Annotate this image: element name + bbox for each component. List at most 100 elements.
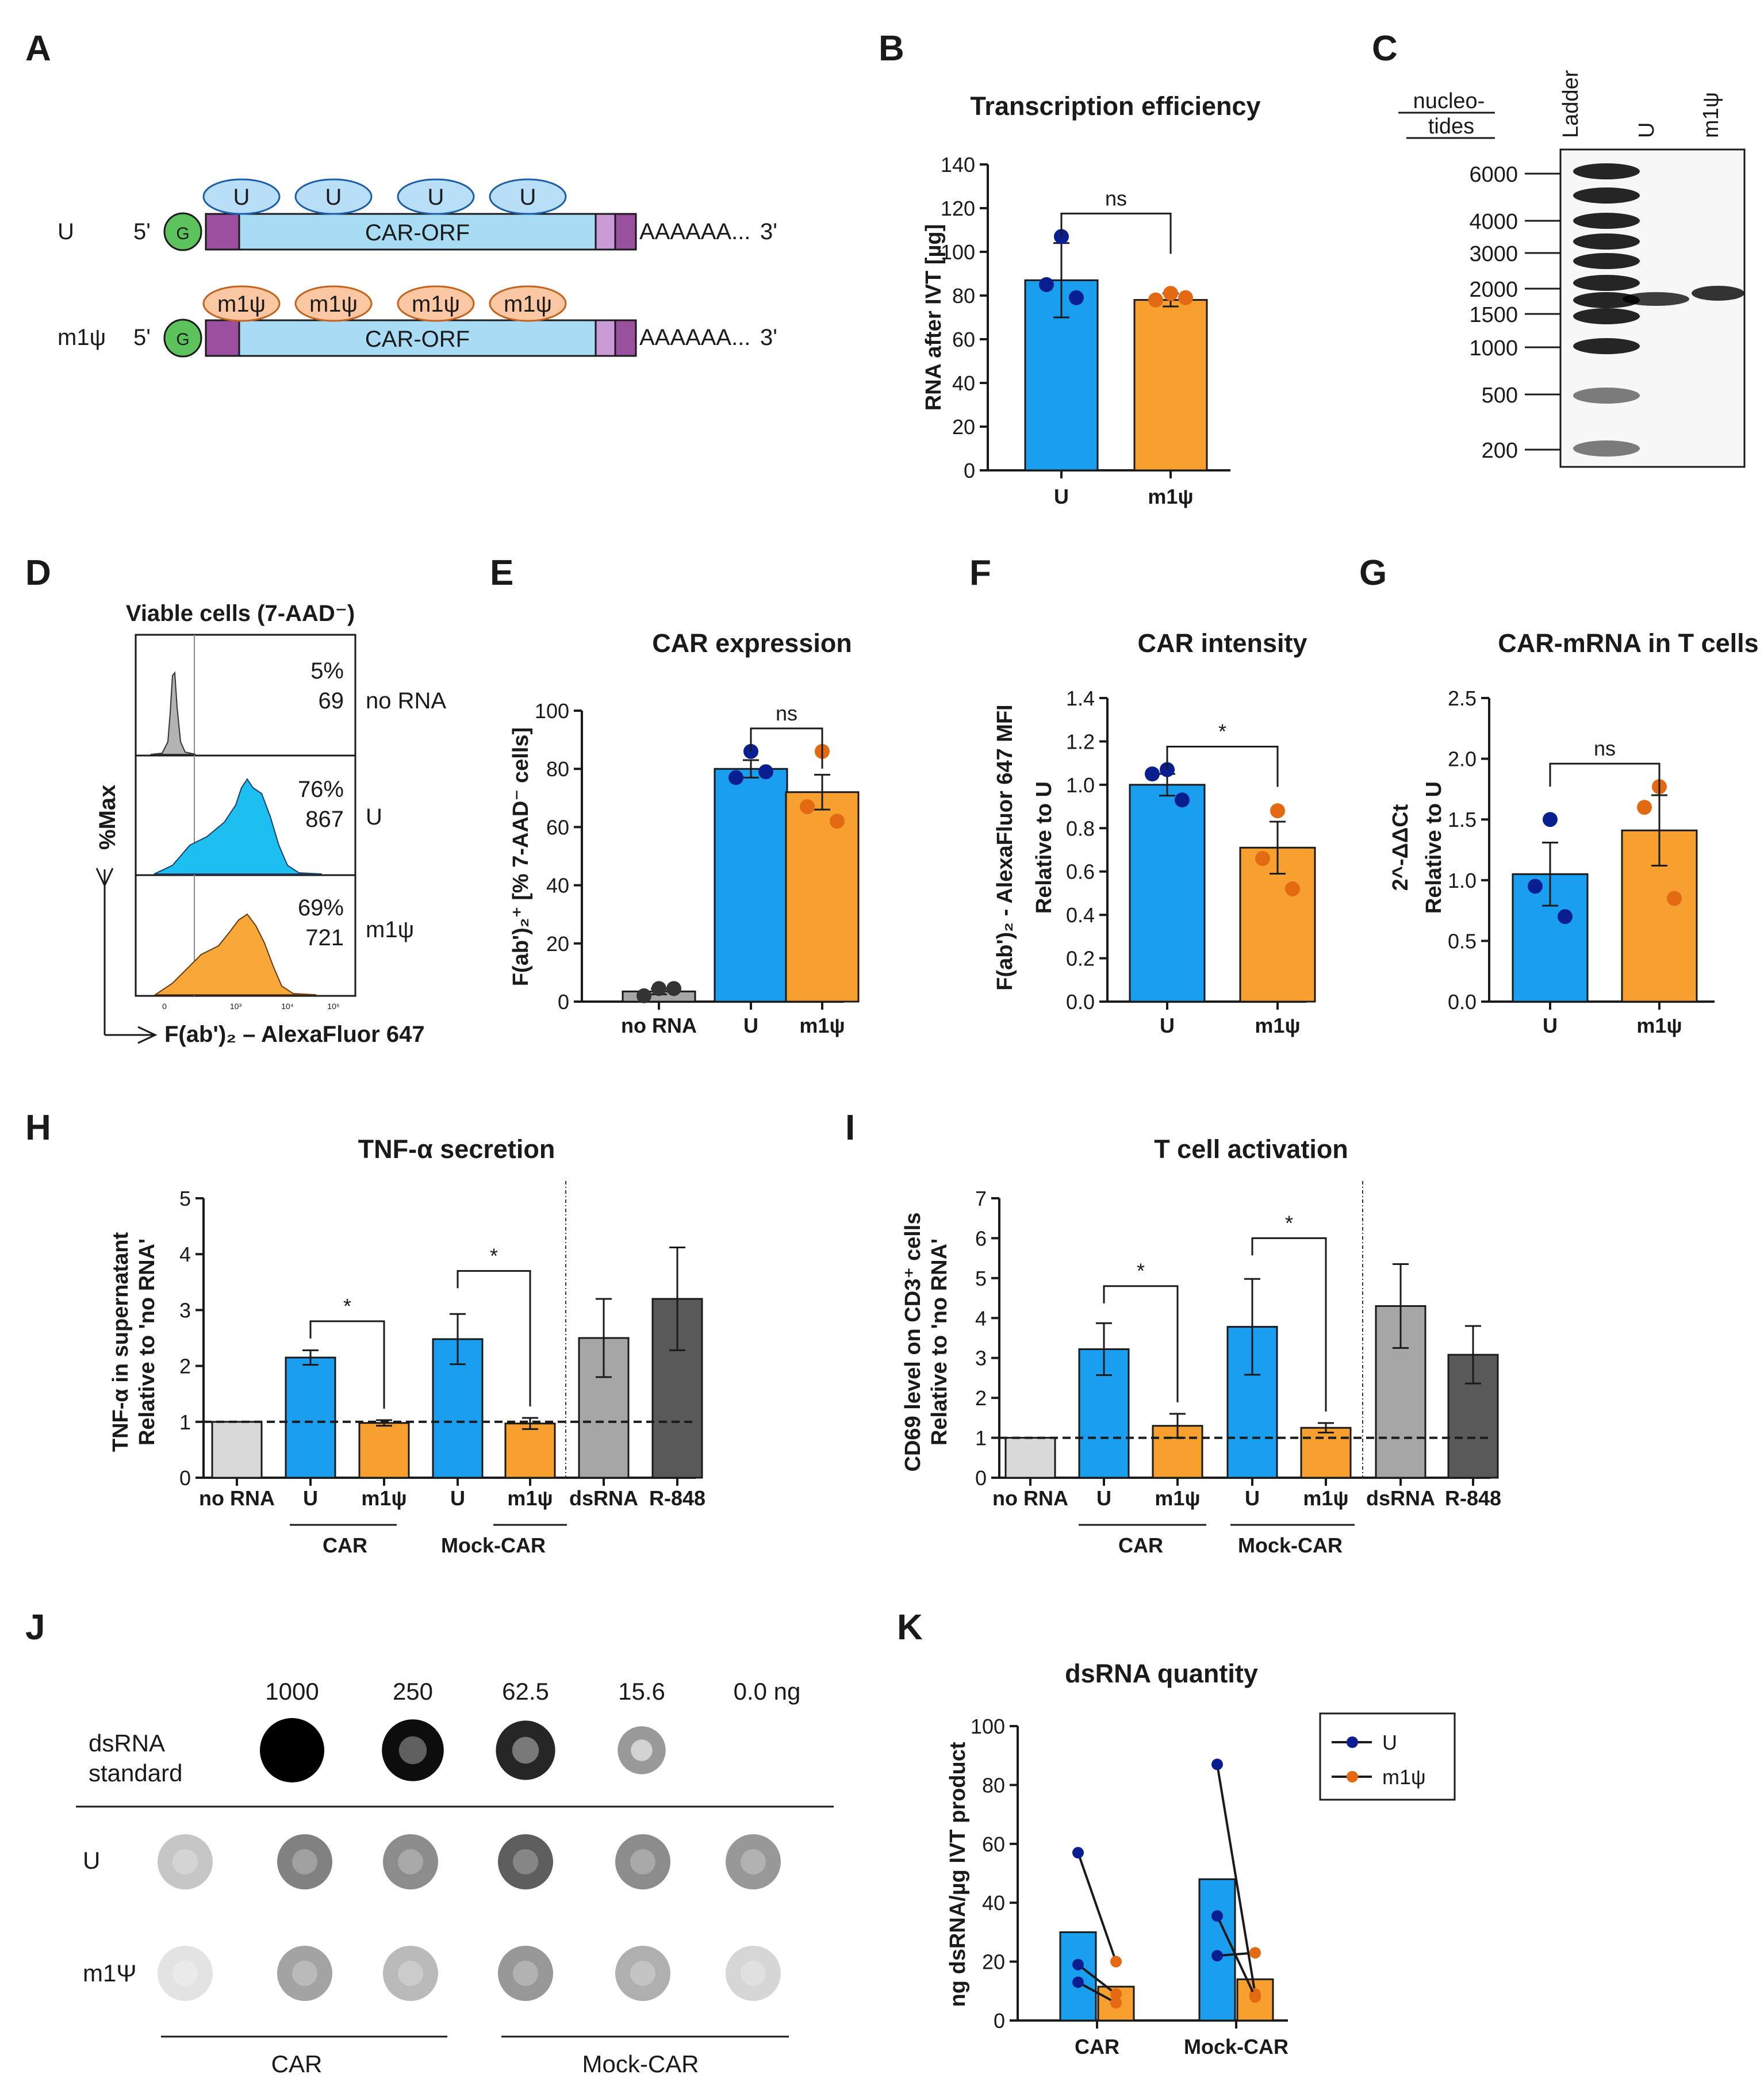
- blot-dot-center: [292, 1849, 317, 1874]
- data-point: [1163, 286, 1178, 301]
- orf-label: CAR-ORF: [365, 220, 470, 246]
- bar: [285, 1356, 336, 1479]
- legend-marker: [1347, 1771, 1358, 1782]
- significance-bracket: [309, 1320, 385, 1409]
- blot-row-label: standard: [89, 1759, 182, 1786]
- data-point: [800, 799, 815, 814]
- data-point: [1110, 1997, 1122, 2009]
- chart-tnf-secretion: TNF-α secretion TNF-α in supernatant Relat…: [109, 1134, 705, 1526]
- bar: [1133, 299, 1208, 471]
- sample-band-u: [1623, 292, 1689, 306]
- flow-row-label: U: [366, 804, 382, 830]
- y-tick-label: 3: [975, 1347, 987, 1370]
- y-tick-label: 20: [952, 415, 975, 439]
- data-point: [1667, 891, 1682, 906]
- y-tick-label: 80: [546, 757, 569, 781]
- x-tick-label: no RNA: [621, 1014, 697, 1037]
- ladder-band: [1573, 440, 1640, 457]
- x-tick-label: m1ψ: [507, 1486, 553, 1510]
- blot-dot-m1psi: [383, 1946, 438, 2001]
- utr3b-box: [614, 319, 637, 357]
- panel-c-gel: nucleo- tides Ladder U m1ψ 6000 4000 3000 2…: [1398, 70, 1746, 468]
- data-point: [1249, 1947, 1261, 1959]
- blot-dot-center: [398, 1961, 423, 1986]
- cap-label: G: [176, 330, 189, 349]
- group-label: Mock-CAR: [1238, 1533, 1343, 1557]
- y-tick-label: 3: [179, 1298, 191, 1322]
- y-tick-label: 40: [982, 1891, 1005, 1915]
- lane-label-u: U: [1635, 122, 1659, 138]
- orf-box: [238, 319, 597, 357]
- pair-line: [1077, 1852, 1117, 1962]
- x-tick-label: m1ψ: [1155, 1486, 1200, 1510]
- group-label: CAR: [1118, 1533, 1163, 1557]
- bar: [785, 791, 860, 1003]
- y-axis-label-2: Relative to 'no RNA': [927, 1239, 952, 1446]
- orf-label: CAR-ORF: [365, 327, 470, 352]
- nucleotide-label: U: [325, 185, 342, 210]
- y-axis-label: 2^-ΔΔCt: [1389, 804, 1413, 891]
- construct-label: m1ψ: [57, 325, 106, 350]
- ladder-band: [1573, 163, 1640, 179]
- gel-header-nucleo: nucleo-: [1413, 89, 1485, 113]
- chart-title: dsRNA quantity: [1065, 1659, 1258, 1688]
- five-prime-label: 5': [133, 219, 151, 244]
- blot-conc: 0.0 ng: [734, 1678, 801, 1705]
- flow-row-label: m1ψ: [366, 917, 414, 942]
- blot-dot-u: [615, 1834, 670, 1889]
- ladder-band: [1573, 233, 1640, 250]
- significance-bracket: [1251, 1237, 1327, 1412]
- data-point: [1255, 851, 1270, 867]
- blot-row-label: dsRNA: [89, 1730, 165, 1757]
- blot-dot-u: [277, 1834, 332, 1889]
- blot-dot-center: [172, 1961, 198, 1986]
- y-tick-label: 40: [952, 371, 975, 395]
- y-tick-label: 7: [975, 1187, 987, 1210]
- histogram-no-rna: [150, 671, 196, 755]
- y-tick-label: 0: [179, 1466, 191, 1490]
- y-tick-label: 5: [975, 1267, 987, 1290]
- nucleotide-ellipse: [294, 178, 373, 215]
- panel-letter-k: K: [897, 1608, 923, 1647]
- pair-line: [1217, 1952, 1256, 1957]
- nucleotide-ellipse: [202, 285, 281, 322]
- blot-dot-standard: [260, 1718, 324, 1782]
- x-tick-label: U: [1245, 1486, 1260, 1510]
- data-point: [1110, 1956, 1122, 1968]
- significance-label: *: [1218, 719, 1226, 743]
- legend-label: m1ψ: [1382, 1765, 1426, 1789]
- panel-letter-h: H: [25, 1108, 51, 1148]
- blot-dot-center: [172, 1849, 198, 1874]
- blot-dot-m1psi: [498, 1946, 553, 2001]
- flow-x-tick: 10⁵: [327, 1002, 339, 1011]
- y-tick-label: 4: [975, 1306, 987, 1330]
- y-axis-label: TNF-α in supernatant: [109, 1232, 133, 1452]
- panel-letter-a: A: [25, 29, 51, 68]
- y-tick-label: 2: [179, 1355, 191, 1378]
- data-point: [1178, 290, 1193, 305]
- data-point: [1072, 1847, 1084, 1859]
- data-point: [1175, 792, 1190, 808]
- bar: [211, 1421, 263, 1479]
- flow-x-tick: 10⁴: [281, 1002, 294, 1011]
- y-tick-label: 2: [975, 1386, 987, 1410]
- significance-bracket: [1060, 212, 1172, 254]
- blot-dot-u: [383, 1834, 438, 1889]
- chart-title: Transcription efficiency: [970, 91, 1260, 121]
- y-tick-label: 100: [535, 699, 569, 723]
- y-tick-label: 120: [941, 197, 975, 220]
- pair-line: [1077, 1981, 1117, 2004]
- flow-percent: 76%: [298, 777, 344, 802]
- polya-tail: AAAAAA...: [639, 325, 750, 350]
- blot-dot-center: [513, 1849, 538, 1874]
- x-tick-label: m1ψ: [1148, 485, 1193, 508]
- nucleotide-label: U: [520, 185, 536, 210]
- y-tick-label: 0: [994, 2009, 1005, 2033]
- y-axis-label: CD69 level on CD3⁺ cells: [901, 1213, 925, 1472]
- cap-label: G: [176, 224, 189, 243]
- x-tick-label: m1ψ: [1255, 1014, 1300, 1037]
- utr5-box: [205, 213, 240, 251]
